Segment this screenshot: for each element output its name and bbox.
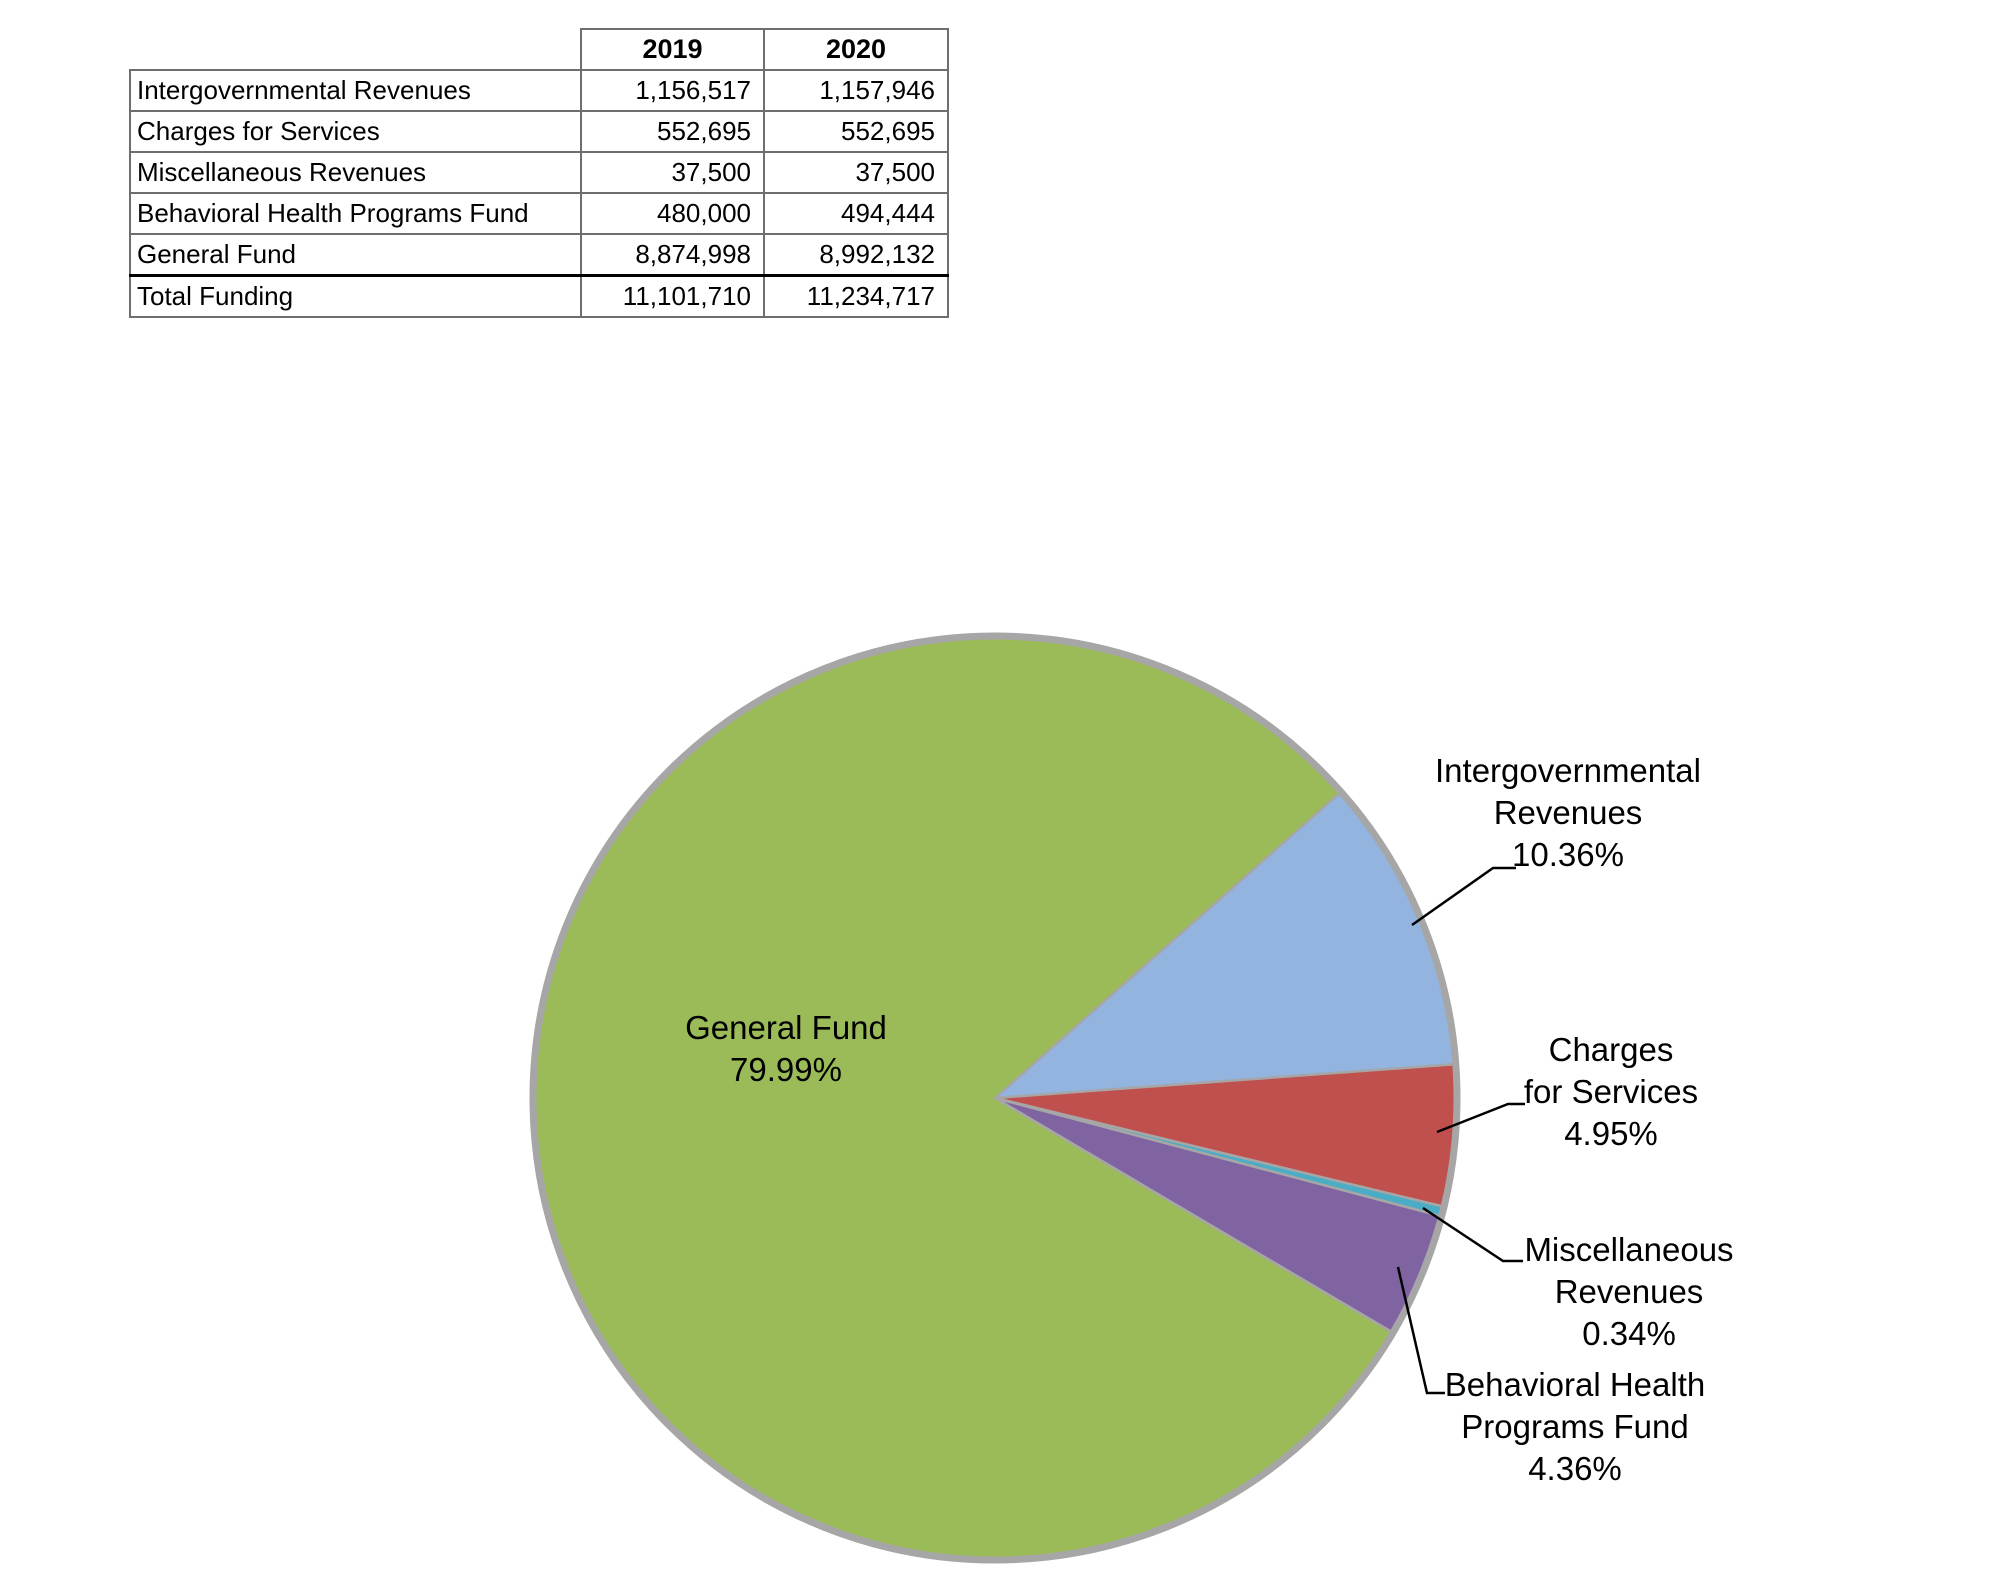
- pie-label-line: Charges: [1548, 1031, 1674, 1068]
- pie-label-charges-for-services: Charges for Services 4.95%: [1524, 1029, 1698, 1155]
- pie-label-general-fund: General Fund 79.99%: [685, 1007, 887, 1091]
- column-header-2020: 2020: [763, 28, 949, 71]
- funding-table: 2019 2020 Intergovernmental Revenues 1,15…: [129, 28, 949, 318]
- table-row-charges-for-services: Charges for Services 552,695 552,695: [129, 110, 949, 153]
- pie-label-line: Revenues: [1554, 1273, 1704, 1310]
- value-cell: 1,156,517: [580, 69, 765, 112]
- value-cell: 552,695: [580, 110, 765, 153]
- value-cell: 11,234,717: [763, 274, 949, 318]
- pie-label-line: General Fund: [685, 1009, 887, 1046]
- leader-line-miscellaneous-revenues: [1422, 1206, 1523, 1263]
- table-header-row: 2019 2020: [130, 28, 949, 71]
- value-cell: 1,157,946: [763, 69, 949, 112]
- row-label: Total Funding: [129, 274, 582, 318]
- table-row-intergovernmental-revenues: Intergovernmental Revenues 1,156,517 1,157…: [129, 69, 949, 112]
- pie-label-line: Programs Fund: [1461, 1408, 1689, 1445]
- leader-line-behavioral-health-programs-fund: [1396, 1266, 1445, 1395]
- value-cell: 8,874,998: [580, 233, 765, 277]
- row-label: Charges for Services: [129, 110, 582, 153]
- value-cell: 37,500: [580, 151, 765, 194]
- pie-label-line: Miscellaneous: [1524, 1231, 1734, 1268]
- leader-line-intergovernmental-revenues: [1411, 866, 1516, 927]
- pie-label-line: Intergovernmental: [1435, 752, 1701, 789]
- pie-label-miscellaneous-revenues: Miscellaneous Revenues 0.34%: [1524, 1229, 1733, 1355]
- table-row-total-funding: Total Funding 11,101,710 11,234,717: [129, 274, 949, 318]
- pie-label-behavioral-health-programs-fund: Behavioral Health Programs Fund 4.36%: [1445, 1364, 1706, 1490]
- pie-outline: [529, 632, 1461, 1564]
- value-cell: 552,695: [763, 110, 949, 153]
- value-cell: 494,444: [763, 192, 949, 235]
- pie-label-intergovernmental-revenues: Intergovernmental Revenues 10.36%: [1435, 750, 1701, 876]
- row-label: General Fund: [129, 233, 582, 277]
- value-cell: 8,992,132: [763, 233, 949, 277]
- row-label: Behavioral Health Programs Fund: [129, 192, 582, 235]
- leader-line-charges-for-services: [1436, 1102, 1525, 1134]
- pie-label-line: 4.95%: [1564, 1115, 1658, 1152]
- table-row-miscellaneous-revenues: Miscellaneous Revenues 37,500 37,500: [129, 151, 949, 194]
- pie-label-line: for Services: [1523, 1073, 1699, 1110]
- table-row-general-fund: General Fund 8,874,998 8,992,132: [129, 233, 949, 277]
- value-cell: 11,101,710: [580, 274, 765, 318]
- table-row-behavioral-health-programs-fund: Behavioral Health Programs Fund 480,000 49…: [129, 192, 949, 235]
- pie-label-line: 0.34%: [1582, 1315, 1676, 1352]
- pie-label-line: Revenues: [1493, 794, 1643, 831]
- pie-label-line: 10.36%: [1512, 836, 1624, 873]
- value-cell: 37,500: [763, 151, 949, 194]
- pie-label-line: Behavioral Health: [1444, 1366, 1706, 1403]
- row-label: Intergovernmental Revenues: [129, 69, 582, 112]
- pie-label-line: 4.36%: [1528, 1450, 1622, 1487]
- row-label: Miscellaneous Revenues: [129, 151, 582, 194]
- pie-label-line: 79.99%: [730, 1051, 842, 1088]
- column-header-2019: 2019: [580, 28, 765, 71]
- value-cell: 480,000: [580, 192, 765, 235]
